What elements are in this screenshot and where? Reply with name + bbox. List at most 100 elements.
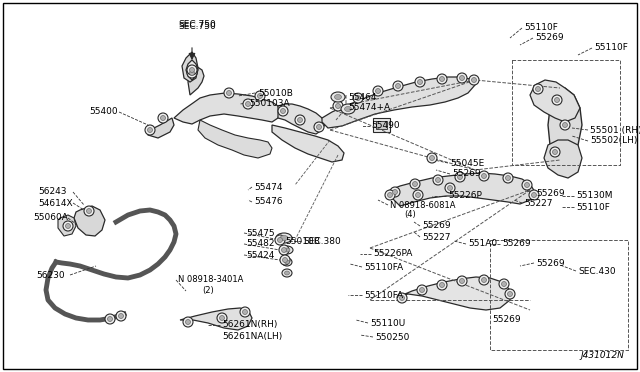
Polygon shape: [530, 80, 580, 122]
Circle shape: [224, 88, 234, 98]
Circle shape: [86, 208, 92, 214]
Circle shape: [437, 74, 447, 84]
Text: 55227: 55227: [422, 232, 451, 241]
Text: 55269: 55269: [502, 240, 531, 248]
Circle shape: [440, 77, 445, 81]
Circle shape: [393, 81, 403, 91]
Text: SEC.380: SEC.380: [303, 237, 340, 246]
Circle shape: [445, 183, 455, 193]
Text: 55110U: 55110U: [370, 318, 405, 327]
Polygon shape: [198, 120, 272, 158]
Text: J431012N: J431012N: [580, 352, 624, 360]
Ellipse shape: [285, 271, 289, 275]
Circle shape: [533, 84, 543, 94]
Text: SEC.750: SEC.750: [178, 22, 216, 31]
Circle shape: [552, 150, 557, 154]
Circle shape: [333, 101, 343, 111]
Text: N 08918-6081A: N 08918-6081A: [390, 201, 456, 209]
Circle shape: [396, 83, 401, 89]
Text: 55476: 55476: [254, 198, 283, 206]
Circle shape: [525, 183, 529, 187]
Polygon shape: [180, 308, 252, 330]
Circle shape: [417, 285, 427, 295]
Text: 55227: 55227: [524, 199, 552, 208]
Polygon shape: [74, 206, 105, 236]
Circle shape: [481, 278, 486, 282]
Circle shape: [522, 180, 532, 190]
Circle shape: [536, 87, 541, 92]
Circle shape: [457, 276, 467, 286]
Ellipse shape: [284, 248, 290, 252]
Polygon shape: [278, 104, 325, 134]
Text: 55010B: 55010B: [285, 237, 320, 246]
Circle shape: [84, 206, 94, 216]
Circle shape: [280, 109, 285, 113]
Circle shape: [189, 67, 195, 73]
Circle shape: [447, 186, 452, 190]
Circle shape: [531, 192, 536, 198]
Text: 55474+A: 55474+A: [348, 103, 390, 112]
Text: 55045E: 55045E: [450, 158, 484, 167]
Circle shape: [275, 235, 285, 245]
Text: 55400: 55400: [90, 108, 118, 116]
Circle shape: [427, 153, 437, 163]
Circle shape: [390, 187, 400, 197]
Text: 550250: 550250: [375, 333, 410, 341]
Circle shape: [147, 128, 152, 132]
Circle shape: [255, 91, 265, 101]
Text: 56243: 56243: [38, 187, 67, 196]
Circle shape: [314, 122, 324, 132]
Polygon shape: [272, 125, 344, 162]
Circle shape: [63, 221, 73, 231]
Polygon shape: [548, 88, 582, 168]
Polygon shape: [373, 118, 390, 132]
Circle shape: [413, 182, 417, 186]
Polygon shape: [188, 66, 204, 95]
Text: 55269: 55269: [452, 170, 481, 179]
Circle shape: [335, 103, 340, 109]
Ellipse shape: [344, 106, 351, 112]
Circle shape: [65, 224, 70, 228]
Text: 55010B: 55010B: [258, 89, 293, 97]
Circle shape: [161, 115, 166, 121]
Text: 56230: 56230: [36, 270, 65, 279]
Circle shape: [246, 102, 250, 106]
Circle shape: [108, 317, 113, 321]
Circle shape: [387, 192, 392, 198]
Circle shape: [505, 289, 515, 299]
Circle shape: [189, 71, 195, 76]
Circle shape: [317, 125, 321, 129]
Text: N 08918-3401A: N 08918-3401A: [178, 276, 243, 285]
Text: 55130M: 55130M: [576, 192, 612, 201]
Circle shape: [295, 115, 305, 125]
Circle shape: [243, 310, 248, 314]
Circle shape: [298, 118, 303, 122]
Text: 55464: 55464: [348, 93, 376, 102]
Circle shape: [376, 89, 381, 93]
Circle shape: [529, 190, 539, 200]
Circle shape: [502, 282, 506, 286]
Text: 55490: 55490: [371, 122, 399, 131]
Circle shape: [392, 189, 397, 195]
Circle shape: [560, 120, 570, 130]
Circle shape: [187, 68, 197, 78]
Text: 55269: 55269: [536, 259, 564, 267]
Ellipse shape: [341, 104, 355, 114]
Ellipse shape: [282, 258, 292, 266]
Circle shape: [417, 80, 422, 84]
Circle shape: [186, 320, 191, 324]
Text: 55110FA: 55110FA: [364, 263, 403, 272]
Circle shape: [433, 175, 443, 185]
Circle shape: [410, 179, 420, 189]
Circle shape: [479, 275, 489, 285]
Text: 55474: 55474: [254, 183, 282, 192]
Text: 55502(LH): 55502(LH): [590, 137, 637, 145]
Circle shape: [506, 176, 511, 180]
Circle shape: [413, 190, 423, 200]
Circle shape: [499, 279, 509, 289]
Circle shape: [415, 77, 425, 87]
Circle shape: [399, 295, 404, 301]
Circle shape: [105, 314, 115, 324]
Ellipse shape: [282, 269, 292, 277]
Circle shape: [116, 311, 126, 321]
